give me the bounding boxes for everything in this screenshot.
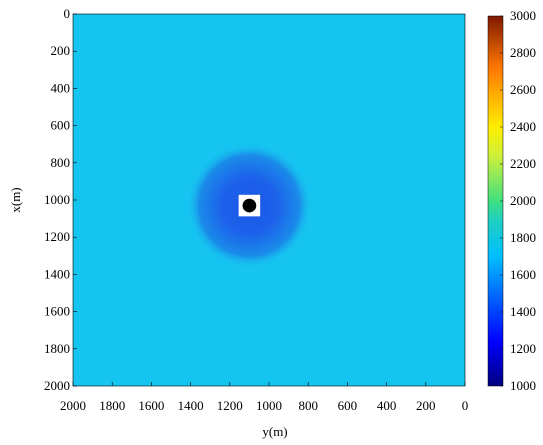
- colorbar-tick-label: 1800: [510, 230, 536, 245]
- y-tick-label: 1800: [44, 341, 70, 356]
- x-tick-label: 1400: [178, 398, 204, 413]
- black-disk: [242, 198, 257, 213]
- y-tick-label: 400: [51, 80, 71, 95]
- y-tick-label: 0: [64, 6, 71, 21]
- y-tick-label: 1000: [44, 192, 70, 207]
- y-tick-label: 1600: [44, 304, 70, 319]
- x-tick-label: 0: [462, 398, 469, 413]
- x-tick-label: 1000: [256, 398, 282, 413]
- colorbar-tick-label: 2800: [510, 45, 536, 60]
- x-tick-label: 200: [416, 398, 436, 413]
- y-axis-label: x(m): [8, 187, 23, 212]
- y-tick-label: 800: [51, 155, 71, 170]
- x-tick-labels: 2000 1800 1600 1400 1200 1000 800 600 400 200 0: [60, 382, 468, 413]
- y-tick-label: 600: [51, 118, 71, 133]
- colorbar-tick-label: 2200: [510, 156, 536, 171]
- x-tick-label: 1600: [138, 398, 164, 413]
- plot-area: [72, 13, 466, 387]
- colorbar-tick-label: 1400: [510, 304, 536, 319]
- colorbar-tick-label: 3000: [510, 8, 536, 23]
- x-tick-label: 1200: [217, 398, 243, 413]
- x-tick-label: 800: [298, 398, 318, 413]
- x-axis-label: y(m): [262, 424, 287, 439]
- y-tick-label: 1400: [44, 266, 70, 281]
- y-tick-labels: 0 200 400 600 800 1000 1200 1400 1600 1800 2000: [44, 6, 77, 393]
- colorbar-tick-label: 1200: [510, 341, 536, 356]
- y-tick-label: 1200: [44, 229, 70, 244]
- colorbar-tick-label: 2400: [510, 119, 536, 134]
- colorbar-tick-labels: 3000 2800 2600 2400 2200 2000 1800 1600 1400 1200…: [500, 8, 536, 393]
- colorbar-tick-label: 2000: [510, 193, 536, 208]
- colorbar-tick-label: 1600: [510, 267, 536, 282]
- colorbar: 3000 2800 2600 2400 2200 2000 1800 1600 1400 1200…: [487, 8, 536, 393]
- x-tick-label: 600: [338, 398, 358, 413]
- y-tick-label: 200: [51, 43, 71, 58]
- x-tick-label: 2000: [60, 398, 86, 413]
- y-tick-label: 2000: [44, 378, 70, 393]
- x-tick-label: 1800: [99, 398, 125, 413]
- colorbar-tick-label: 2600: [510, 82, 536, 97]
- colorbar-tick-label: 1000: [510, 378, 536, 393]
- x-tick-label: 400: [377, 398, 397, 413]
